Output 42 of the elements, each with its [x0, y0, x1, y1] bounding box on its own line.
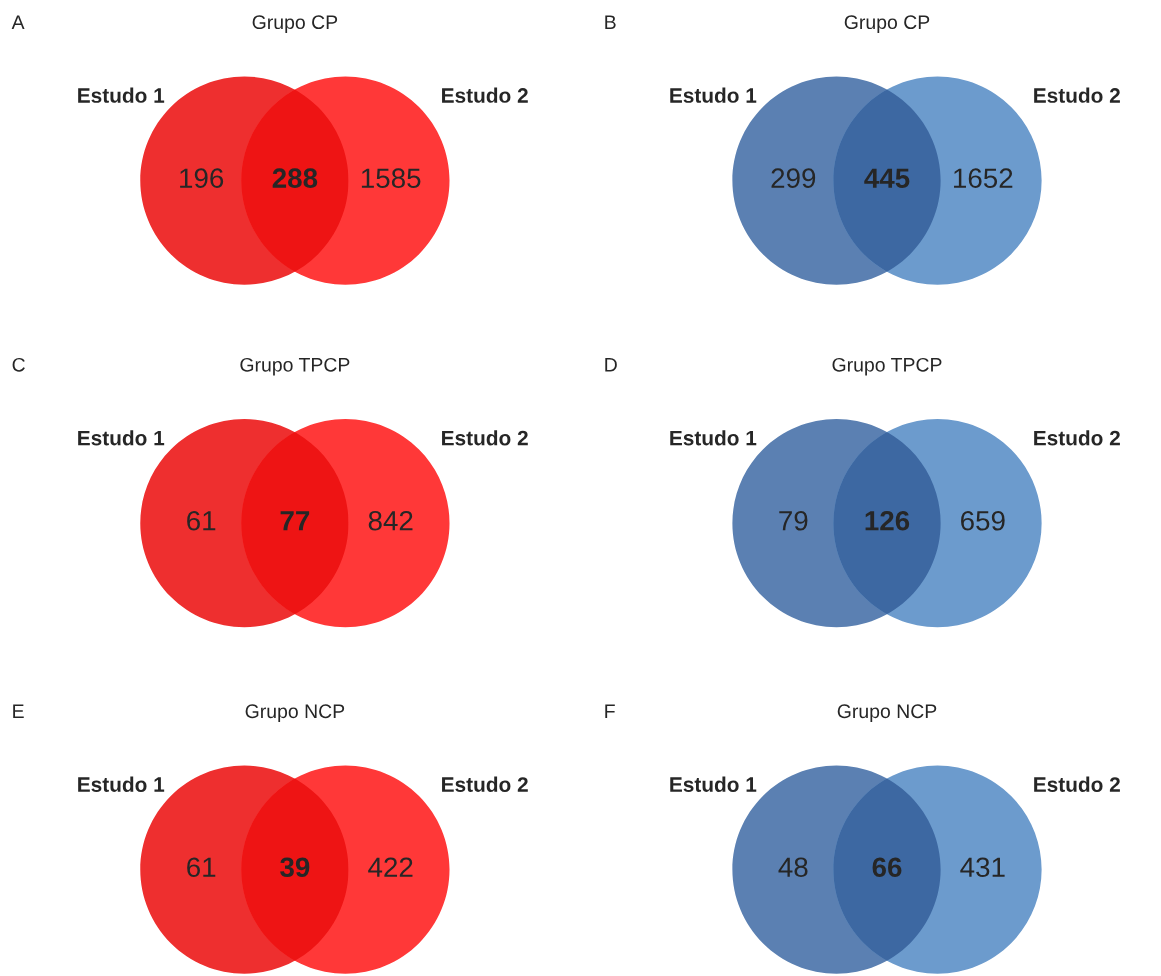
- category-label: Estudo 2: [442, 430, 528, 446]
- text: Grupo NCP: [245, 704, 345, 722]
- data-label: 422: [368, 857, 413, 877]
- category-label: Estudo 1: [78, 87, 165, 103]
- text: Grupo CP: [252, 15, 338, 33]
- category-label: Estudo 2: [1034, 430, 1120, 446]
- text: Grupo NCP: [837, 704, 937, 722]
- data-label: 66: [872, 857, 902, 878]
- text: B: [605, 15, 616, 29]
- text: C: [12, 357, 25, 372]
- text: Grupo TPCP: [240, 357, 350, 376]
- category-label: Estudo 2: [1034, 776, 1120, 792]
- category-label: Estudo 2: [442, 87, 528, 103]
- text: D: [605, 358, 617, 372]
- data-label: 1585: [361, 168, 421, 189]
- data-label: 79: [779, 510, 808, 531]
- data-label: 431: [960, 857, 1005, 878]
- category-label: Estudo 1: [78, 430, 165, 446]
- text: F: [605, 704, 615, 718]
- data-label: 48: [778, 857, 808, 878]
- text: Grupo CP: [844, 15, 930, 33]
- data-label: 659: [961, 510, 1005, 531]
- data-label: 61: [187, 510, 216, 531]
- data-label: 1652: [954, 168, 1013, 189]
- data-label: 842: [368, 510, 413, 531]
- data-label: 196: [180, 168, 224, 189]
- text: E: [13, 704, 24, 718]
- data-label: 126: [865, 510, 910, 531]
- data-label: 61: [187, 857, 216, 878]
- data-label: 39: [280, 857, 310, 878]
- text: Grupo TPCP: [832, 357, 942, 376]
- category-label: Estudo 1: [670, 87, 757, 103]
- data-label: 288: [272, 168, 318, 189]
- category-label: Estudo 2: [442, 776, 528, 792]
- category-label: Estudo 1: [78, 776, 165, 792]
- text: A: [11, 15, 25, 29]
- category-label: Estudo 2: [1034, 87, 1120, 103]
- data-label: 445: [864, 168, 910, 189]
- category-label: Estudo 1: [670, 776, 757, 792]
- data-label: 299: [771, 168, 816, 189]
- data-label: 77: [280, 511, 310, 531]
- category-label: Estudo 1: [670, 430, 757, 446]
